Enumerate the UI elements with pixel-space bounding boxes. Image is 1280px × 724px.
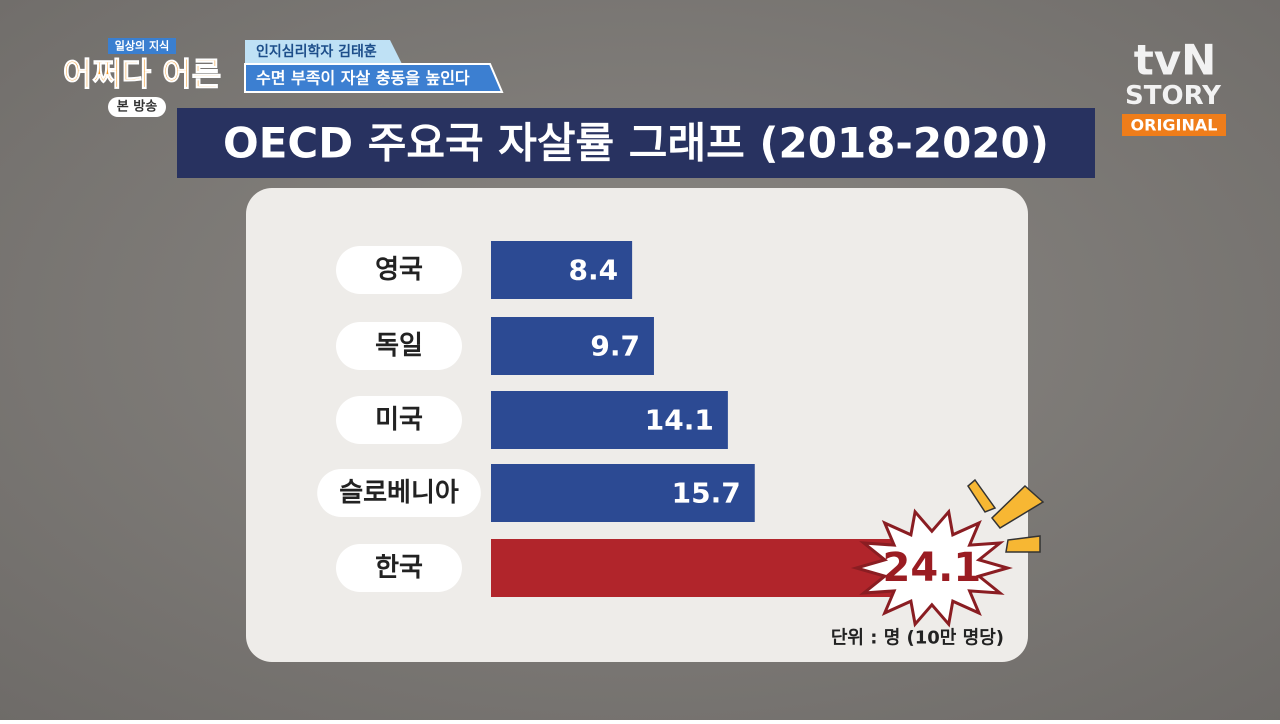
logo-title: 어쩌다 어른: [63, 55, 221, 93]
category-pill: [336, 246, 462, 294]
headline-box: [244, 63, 504, 93]
value-label: 14.1: [645, 404, 714, 437]
chart-title: OECD 주요국 자살률 그래프 (2018-2020): [223, 119, 1049, 168]
category-label: 한국: [375, 553, 423, 583]
title-box: [177, 108, 1095, 178]
category-pill: [317, 469, 481, 517]
bar: [491, 464, 755, 522]
brand-sub: STORY: [1125, 81, 1222, 111]
headline: 수면 부족이 자살 충동을 높인다: [256, 69, 470, 88]
burst-ray: [967, 478, 997, 513]
speaker: 인지심리학자 김태훈: [256, 43, 377, 60]
burst-ray: [990, 484, 1045, 529]
burst-ray: [1005, 535, 1041, 553]
tag-box: [1122, 114, 1226, 136]
category-label: 미국: [375, 405, 423, 435]
plot: 영국 8.4 독일 9.7 미국 14.1 슬로베니아 15.7 한국 24.1: [317, 241, 1045, 628]
brand: tvN: [1134, 36, 1217, 85]
category-pill: [336, 544, 462, 592]
value-label: 24.1: [883, 545, 982, 591]
value-label: 15.7: [672, 477, 741, 510]
logo-series: 일상의 지식: [115, 39, 169, 53]
speaker-box: [245, 40, 402, 64]
brand-tag: ORIGINAL: [1131, 116, 1218, 135]
value-label: 9.7: [590, 330, 640, 363]
starburst: [850, 508, 1013, 628]
bar: [491, 391, 728, 449]
category-label: 슬로베니아: [339, 478, 459, 508]
badge-box: [108, 97, 166, 117]
category-label: 독일: [375, 331, 423, 361]
value-label: 8.4: [569, 254, 619, 287]
badge: 본 방송: [117, 99, 157, 115]
bar: [491, 539, 896, 597]
category-label: 영국: [375, 255, 423, 285]
bar: [491, 317, 654, 375]
unit-note: 단위 : 명 (10만 명당): [831, 628, 1004, 649]
category-pill: [336, 322, 462, 370]
category-pill: [336, 396, 462, 444]
logo-label-box: [108, 38, 176, 54]
bar: [491, 241, 633, 299]
